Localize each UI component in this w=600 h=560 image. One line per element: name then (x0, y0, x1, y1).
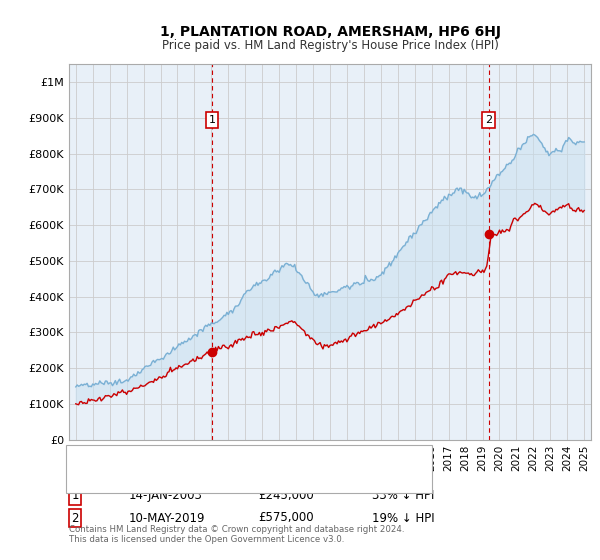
Text: 1: 1 (71, 489, 79, 502)
Text: £245,000: £245,000 (258, 489, 314, 502)
Text: HPI: Average price, detached house, Buckinghamshire: HPI: Average price, detached house, Buck… (108, 474, 392, 484)
Text: 2: 2 (485, 115, 492, 125)
Text: 1, PLANTATION ROAD, AMERSHAM, HP6 6HJ: 1, PLANTATION ROAD, AMERSHAM, HP6 6HJ (160, 25, 500, 39)
Text: £575,000: £575,000 (258, 511, 314, 525)
Text: 14-JAN-2003: 14-JAN-2003 (129, 489, 203, 502)
Text: 2: 2 (71, 511, 79, 525)
Text: 19% ↓ HPI: 19% ↓ HPI (372, 511, 434, 525)
Text: Price paid vs. HM Land Registry's House Price Index (HPI): Price paid vs. HM Land Registry's House … (161, 39, 499, 52)
Text: 1, PLANTATION ROAD, AMERSHAM, HP6 6HJ (detached house): 1, PLANTATION ROAD, AMERSHAM, HP6 6HJ (d… (108, 453, 428, 463)
Text: 10-MAY-2019: 10-MAY-2019 (129, 511, 205, 525)
Text: 33% ↓ HPI: 33% ↓ HPI (372, 489, 434, 502)
Text: 1: 1 (209, 115, 215, 125)
Text: Contains HM Land Registry data © Crown copyright and database right 2024.
This d: Contains HM Land Registry data © Crown c… (69, 525, 404, 544)
